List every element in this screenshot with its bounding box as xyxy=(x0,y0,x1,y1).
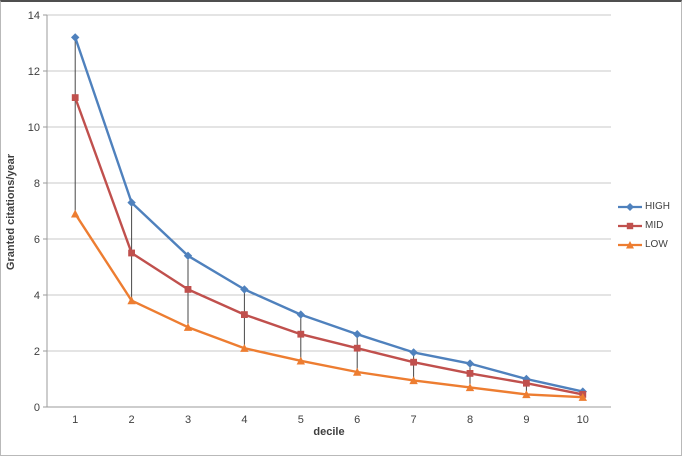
triangle-marker xyxy=(127,296,136,305)
x-tick-label: 4 xyxy=(241,414,247,426)
series-line-high xyxy=(74,37,584,393)
triangle-marker xyxy=(465,383,475,392)
y-tick-label: 6 xyxy=(34,234,40,246)
x-tick-label: 5 xyxy=(298,414,304,426)
x-tick-label: 2 xyxy=(129,414,135,426)
diamond-marker xyxy=(409,348,418,357)
diamond-marker xyxy=(296,310,305,319)
legend-item-low[interactable]: LOW xyxy=(618,239,670,251)
legend: HIGH MID LOW xyxy=(618,201,670,251)
square-marker xyxy=(466,370,474,377)
legend-label: LOW xyxy=(645,239,668,250)
y-tick-label: 4 xyxy=(34,290,40,302)
x-tick-label: 9 xyxy=(523,414,529,426)
square-marker xyxy=(297,330,305,338)
square-marker xyxy=(523,379,530,387)
square-marker xyxy=(410,358,417,366)
square-marker xyxy=(353,344,361,352)
triangle-marker xyxy=(183,323,193,331)
legend-swatch-diamond-icon xyxy=(618,203,642,211)
x-tick-label: 1 xyxy=(72,414,78,426)
triangle-marker xyxy=(578,393,587,401)
triangle-marker xyxy=(296,356,305,365)
series-line-mid xyxy=(74,97,584,396)
x-tick-label: 8 xyxy=(467,414,473,426)
y-axis-title: Granted citations/year xyxy=(5,153,17,271)
y-tick-label: 8 xyxy=(34,178,40,190)
series-line-low xyxy=(74,213,583,399)
legend-label: MID xyxy=(645,220,664,231)
y-tick-label: 10 xyxy=(28,122,40,134)
x-tick-label: 3 xyxy=(185,414,191,426)
y-tick-label: 14 xyxy=(28,10,40,22)
x-tick-label: 10 xyxy=(577,414,589,426)
diamond-marker xyxy=(240,285,249,294)
legend-item-mid[interactable]: MID xyxy=(618,220,670,232)
legend-label: HIGH xyxy=(645,201,670,212)
legend-swatch-triangle-icon xyxy=(618,241,642,249)
triangle-marker xyxy=(71,209,80,218)
square-marker xyxy=(241,311,248,318)
y-tick-label: 12 xyxy=(28,66,40,78)
diamond-marker xyxy=(353,330,362,339)
triangle-marker xyxy=(409,376,418,385)
triangle-marker xyxy=(353,367,362,376)
y-tick-label: 0 xyxy=(34,402,40,414)
square-marker xyxy=(71,94,79,101)
diamond-marker xyxy=(127,198,136,207)
triangle-marker xyxy=(240,344,249,352)
x-axis-title: decile xyxy=(313,426,345,438)
diamond-marker xyxy=(71,33,80,42)
series-low xyxy=(71,209,587,401)
legend-swatch-square-icon xyxy=(618,222,642,230)
series-mid xyxy=(71,94,587,398)
square-marker xyxy=(184,286,192,293)
y-tick-label: 2 xyxy=(34,346,40,358)
diamond-marker xyxy=(465,359,475,368)
x-tick-label: 6 xyxy=(354,414,360,426)
square-marker xyxy=(128,249,135,257)
x-tick-label: 7 xyxy=(411,414,417,426)
diamond-marker xyxy=(626,203,634,211)
triangle-marker xyxy=(626,241,634,249)
triangle-marker xyxy=(522,390,531,399)
square-marker xyxy=(626,222,634,230)
legend-item-high[interactable]: HIGH xyxy=(618,201,670,213)
diamond-marker xyxy=(183,251,193,260)
